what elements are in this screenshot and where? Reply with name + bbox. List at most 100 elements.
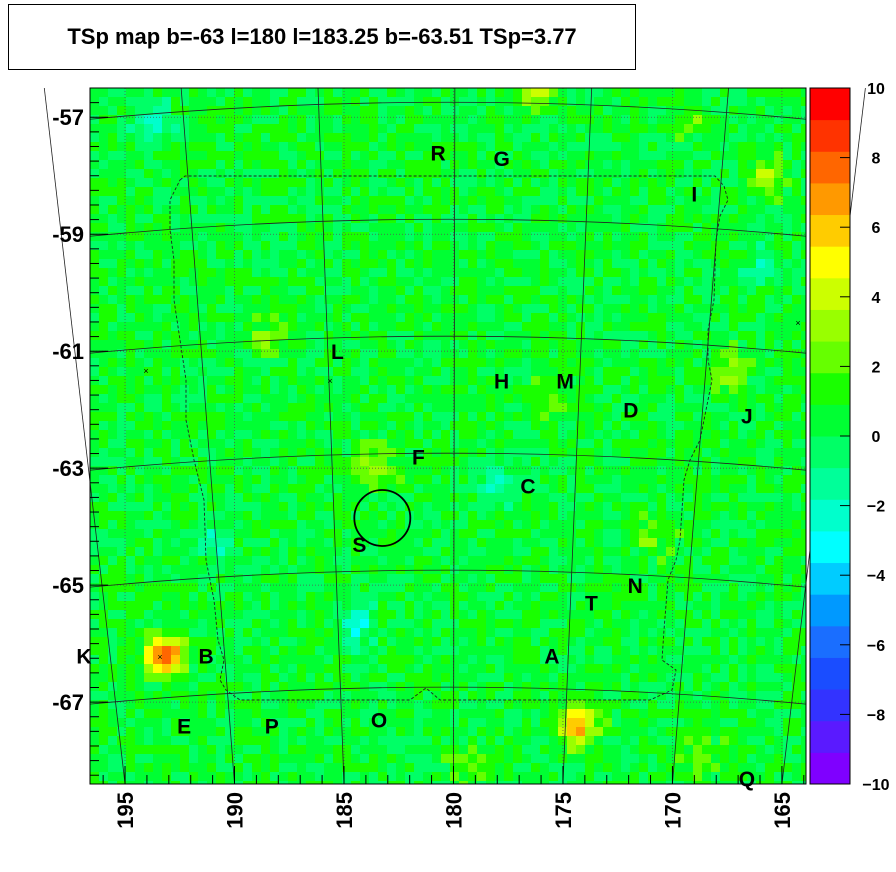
heatmap-cell [378,178,387,187]
heatmap-cell [648,673,657,682]
heatmap-cell [783,439,792,448]
heatmap-cell [531,709,540,718]
heatmap-cell [270,259,279,268]
heatmap-cell [531,412,540,421]
heatmap-cell [792,619,801,628]
heatmap-cell [702,628,711,637]
heatmap-cell [324,268,333,277]
heatmap-cell [396,295,405,304]
heatmap-cell [261,781,270,784]
heatmap-cell [594,439,603,448]
heatmap-cell [720,313,729,322]
heatmap-cell [216,709,225,718]
heatmap-cell [90,151,99,160]
heatmap-cell [351,187,360,196]
heatmap-cell [252,610,261,619]
heatmap-cell [279,304,288,313]
heatmap-cell [306,457,315,466]
heatmap-cell [153,430,162,439]
heatmap-cell [504,322,513,331]
heatmap-cell [513,133,522,142]
heatmap-cell [423,178,432,187]
heatmap-cell [702,367,711,376]
heatmap-cell [216,691,225,700]
heatmap-cell [666,520,675,529]
heatmap-cell [477,439,486,448]
heatmap-cell [324,322,333,331]
colorbar-tick-label: 8 [872,151,881,168]
heatmap-cell [513,592,522,601]
heatmap-cell [549,133,558,142]
heatmap-cell [603,268,612,277]
heatmap-cell [585,628,594,637]
heatmap-cell [171,664,180,673]
heatmap-cell [585,556,594,565]
heatmap-cell [180,160,189,169]
heatmap-cell [783,403,792,412]
heatmap-cell [288,601,297,610]
heatmap-cell [684,520,693,529]
heatmap-cell [522,718,531,727]
heatmap-cell [630,340,639,349]
heatmap-cell [774,241,783,250]
heatmap-cell [225,736,234,745]
heatmap-cell [738,664,747,673]
heatmap-cell [99,187,108,196]
heatmap-cell [783,178,792,187]
heatmap-cell [387,430,396,439]
heatmap-cell [234,691,243,700]
heatmap-cell [378,349,387,358]
heatmap-cell [711,493,720,502]
heatmap-cell [306,502,315,511]
longitude-meridian [562,87,593,785]
heatmap-cell [441,529,450,538]
heatmap-cell [693,232,702,241]
heatmap-cell [486,106,495,115]
heatmap-cell [783,484,792,493]
heatmap-cell [432,736,441,745]
heatmap-cell [441,358,450,367]
heatmap-cell [792,610,801,619]
heatmap-cell [522,430,531,439]
heatmap-cell [738,592,747,601]
heatmap-cell [765,160,774,169]
heatmap-cell [792,484,801,493]
heatmap-cell [324,97,333,106]
heatmap-cell [486,142,495,151]
heatmap-cell [504,421,513,430]
heatmap-cell [522,250,531,259]
heatmap-cell [261,376,270,385]
heatmap-cell [333,574,342,583]
heatmap-cell [162,430,171,439]
heatmap-cell [549,313,558,322]
heatmap-cell [459,763,468,772]
highlight-circle [353,489,412,547]
heatmap-cell [297,223,306,232]
heatmap-cell [540,520,549,529]
heatmap-cell [297,619,306,628]
heatmap-cell [216,97,225,106]
heatmap-cell [666,142,675,151]
heatmap-cell [747,718,756,727]
y-tick-label: -67 [52,690,84,715]
heatmap-cell [270,439,279,448]
heatmap-cell [288,619,297,628]
heatmap-cell [702,115,711,124]
heatmap-cell [342,466,351,475]
heatmap-cell [801,565,806,574]
heatmap-cell [405,403,414,412]
heatmap-cell [468,178,477,187]
heatmap-cell [675,709,684,718]
heatmap-cell [180,511,189,520]
heatmap-cell [378,484,387,493]
heatmap-cell [531,331,540,340]
heatmap-cell [225,466,234,475]
heatmap-cell [612,259,621,268]
heatmap-cell [207,367,216,376]
heatmap-cell [711,349,720,358]
heatmap-cell [648,358,657,367]
heatmap-cell [180,556,189,565]
heatmap-cell [297,241,306,250]
heatmap-cell [675,637,684,646]
heatmap-cell [171,637,180,646]
